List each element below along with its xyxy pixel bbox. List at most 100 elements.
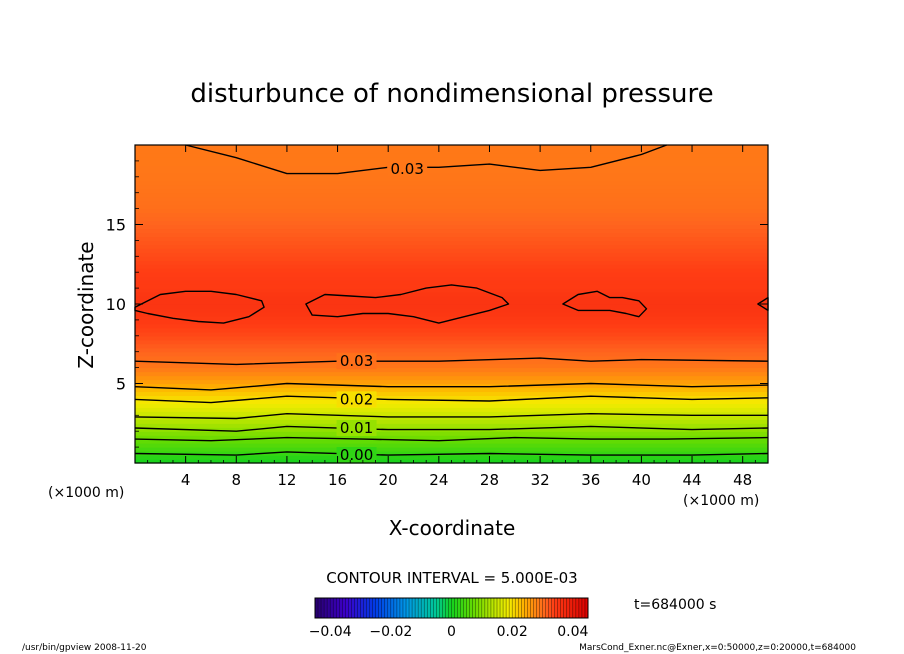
- field-band: [135, 419, 768, 424]
- colorbar-segment: [506, 598, 510, 618]
- colorbar-segment: [578, 598, 583, 618]
- colorbar-segment: [566, 598, 571, 618]
- colorbar-tick-label: 0: [447, 624, 456, 640]
- colorbar-segment: [457, 598, 461, 618]
- field-band: [135, 319, 768, 325]
- field-band: [135, 300, 768, 305]
- field-band: [135, 240, 768, 245]
- contour-label-bg: [336, 420, 377, 437]
- time-label: t=684000 s: [634, 597, 716, 613]
- field-band: [135, 248, 768, 253]
- x-tick-label: 8: [232, 471, 242, 489]
- colorbar-segment: [463, 598, 467, 618]
- field-band: [135, 216, 768, 222]
- field-band: [135, 327, 768, 333]
- field-band: [135, 371, 768, 377]
- colorbar-segment: [551, 598, 555, 618]
- colorbar-segment: [515, 598, 519, 618]
- colorbar-segment: [487, 598, 492, 618]
- contour-label: 0.03: [390, 160, 423, 178]
- field-band: [135, 296, 768, 301]
- field-band: [135, 367, 768, 373]
- colorbar-segment: [533, 598, 537, 618]
- field-band: [135, 224, 768, 230]
- colorbar-segment: [378, 598, 383, 618]
- field-band: [135, 145, 768, 150]
- field-band: [135, 439, 768, 444]
- x-tick-label: 36: [581, 471, 600, 489]
- colorbar-segment: [321, 598, 325, 618]
- field-band: [135, 403, 768, 408]
- colorbar-segment: [327, 598, 331, 618]
- field-band: [135, 387, 768, 393]
- field-band: [135, 260, 768, 265]
- colorbar-ticks: −0.04 −0.02 0 0.02 0.04: [309, 624, 589, 640]
- field-band: [135, 395, 768, 400]
- colorbar-segment: [324, 598, 328, 618]
- colorbar-frame: [314, 597, 589, 619]
- field-band: [135, 423, 768, 428]
- field-band: [135, 347, 768, 353]
- field-band: [135, 443, 768, 448]
- colorbar-segment: [493, 598, 498, 618]
- contour-lines: [134, 144, 769, 456]
- field-band: [135, 232, 768, 238]
- colorbar-segment: [415, 598, 419, 618]
- colorbar-segment: [409, 598, 413, 618]
- contour-fill: [135, 145, 768, 464]
- field-band: [135, 304, 768, 309]
- colorbar-segment: [539, 598, 543, 618]
- colorbar-segment: [402, 598, 407, 618]
- field-band: [135, 172, 768, 178]
- field-band: [135, 252, 768, 257]
- colorbar-segment: [406, 598, 410, 618]
- colorbar-segment: [348, 598, 352, 618]
- colorbar-segment: [569, 598, 574, 618]
- contour-labels: 0.03 0.03 0.02 0.01 0.00: [336, 160, 428, 464]
- colorbar-segment: [554, 598, 558, 618]
- field-band: [135, 411, 768, 416]
- field-band: [135, 208, 768, 214]
- y-tick-label: 10: [106, 295, 126, 314]
- contour-line: [134, 451, 769, 456]
- footer-right: MarsCond_Exner.nc@Exner,x=0:50000,z=0:20…: [579, 643, 856, 653]
- colorbar-segment: [381, 598, 386, 618]
- colorbar-segment: [369, 598, 373, 618]
- field-band: [135, 351, 768, 357]
- x-tick-label: 4: [181, 471, 191, 489]
- field-band: [135, 152, 768, 158]
- colorbar-segment: [557, 598, 561, 618]
- x-tick-label: 28: [480, 471, 499, 489]
- field-band: [135, 192, 768, 198]
- field-band: [135, 455, 768, 460]
- field-band: [135, 307, 768, 313]
- footer-left: /usr/bin/gpview 2008-11-20: [22, 643, 147, 653]
- field-band: [135, 200, 768, 206]
- colorbar-segment: [360, 598, 364, 618]
- colorbar-segment: [366, 598, 370, 618]
- field-band: [135, 284, 768, 289]
- field-band: [135, 407, 768, 412]
- colorbar-segment: [527, 598, 531, 618]
- y-tick-label: 5: [116, 375, 126, 394]
- colorbar-segment: [448, 598, 452, 618]
- colorbar-segment: [442, 598, 446, 618]
- colorbar-tick-label: −0.04: [309, 624, 352, 640]
- colorbar-segment: [581, 598, 586, 618]
- field-band: [135, 184, 768, 190]
- contour-label: 0.03: [340, 352, 373, 370]
- field-band: [135, 180, 768, 186]
- field-band: [135, 196, 768, 202]
- colorbar-segment: [421, 598, 425, 618]
- field-band: [135, 451, 768, 456]
- x-unit-right: (×1000 m): [683, 493, 759, 509]
- contour-line: [134, 382, 769, 391]
- colorbar-segment: [524, 598, 528, 618]
- colorbar-segment: [563, 598, 568, 618]
- colorbar-segment: [478, 598, 483, 618]
- contour-line: [134, 357, 769, 366]
- colorbar-segment: [484, 598, 489, 618]
- colorbar-segment: [497, 598, 501, 618]
- colorbar-tick-label: 0.02: [497, 624, 528, 640]
